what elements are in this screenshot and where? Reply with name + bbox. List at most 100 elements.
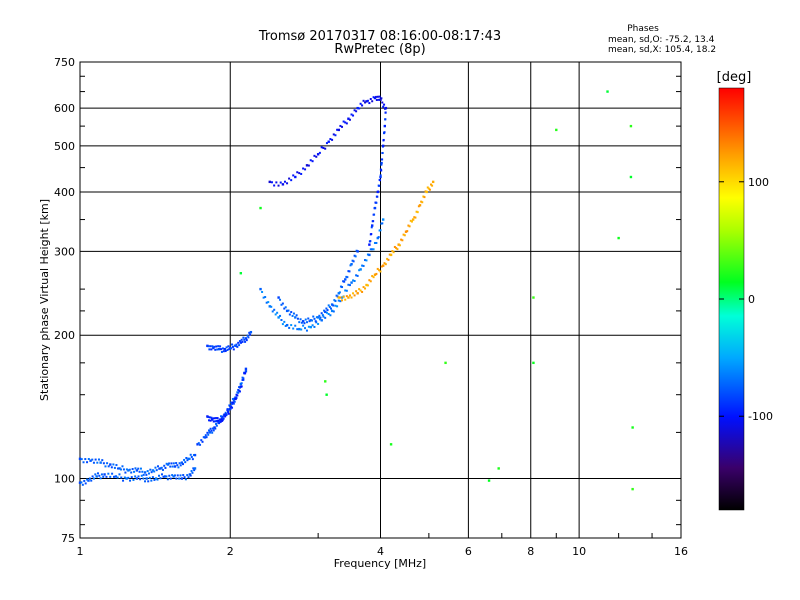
data-point (409, 219, 412, 222)
data-point (356, 274, 359, 277)
data-point (283, 307, 286, 310)
data-point (212, 429, 215, 432)
data-point (329, 307, 332, 310)
data-point (154, 477, 158, 480)
data-point (274, 313, 277, 316)
data-point (384, 118, 387, 121)
data-point (138, 470, 141, 473)
data-point (362, 99, 365, 102)
data-point (347, 283, 350, 286)
data-point (128, 468, 131, 471)
data-point (359, 289, 362, 292)
data-point (232, 399, 235, 402)
data-point (249, 330, 253, 334)
data-point (244, 340, 247, 343)
data-point (132, 478, 135, 481)
data-point (151, 476, 154, 479)
data-point (95, 475, 98, 478)
x-tick-label: 10 (572, 545, 586, 558)
data-point (96, 472, 99, 475)
data-point (226, 348, 229, 351)
data-point (112, 475, 115, 478)
data-point (175, 477, 178, 480)
data-point (532, 361, 535, 365)
data-point (127, 469, 130, 472)
data-point (303, 322, 306, 325)
data-point (208, 416, 211, 419)
data-point (173, 474, 176, 477)
data-point (129, 479, 132, 482)
data-point (215, 419, 219, 423)
data-point (161, 468, 164, 471)
data-point (150, 479, 153, 482)
data-point (365, 100, 368, 103)
data-point (248, 331, 251, 334)
data-point (324, 310, 327, 314)
data-point (92, 461, 95, 464)
y-tick-label: 500 (54, 140, 75, 153)
data-point (347, 117, 350, 120)
data-point (176, 464, 179, 467)
data-point (372, 220, 375, 223)
x-axis-ticks: 1 2 4 6 8 10 16 (77, 533, 688, 558)
data-point (125, 468, 128, 471)
data-point (219, 419, 222, 422)
data-point (358, 288, 361, 291)
data-point (209, 419, 212, 422)
data-point (341, 125, 344, 128)
data-point (355, 110, 358, 113)
data-point (148, 476, 151, 479)
data-point (231, 345, 234, 348)
data-point (337, 296, 341, 299)
data-point (416, 211, 419, 214)
data-point (372, 96, 375, 99)
data-point (298, 327, 301, 331)
data-point (229, 407, 232, 411)
data-point (154, 466, 157, 469)
data-point (381, 151, 384, 154)
data-point (281, 302, 284, 305)
data-point (190, 455, 193, 458)
data-point (353, 254, 356, 257)
data-point (395, 247, 398, 250)
data-point (279, 181, 282, 184)
data-point (96, 461, 99, 464)
data-point (298, 321, 301, 324)
y-tick-label: 600 (54, 102, 75, 115)
data-point (211, 427, 214, 430)
data-point (320, 146, 323, 149)
colorbar-label: [deg] (717, 70, 752, 85)
data-point (191, 471, 194, 474)
data-point (90, 479, 93, 482)
data-point (217, 345, 220, 348)
data-point (166, 463, 170, 466)
data-point (295, 314, 298, 317)
data-point (304, 327, 307, 330)
data-point (386, 257, 389, 260)
data-point (406, 230, 409, 233)
data-point (294, 316, 297, 319)
series-upper-echo-trace (268, 95, 388, 187)
data-point (326, 309, 329, 312)
data-point (215, 424, 218, 427)
x-tick-label: 16 (674, 545, 688, 558)
data-point (292, 327, 295, 330)
data-point (313, 325, 316, 328)
data-point (401, 239, 404, 242)
data-point (334, 300, 337, 303)
stats-header: Phases (627, 24, 659, 34)
data-point (300, 321, 303, 324)
data-point (344, 278, 347, 281)
data-point (171, 474, 174, 477)
data-point (291, 314, 294, 317)
data-point (147, 480, 150, 483)
data-point (277, 184, 280, 187)
data-point (127, 476, 130, 479)
data-point (86, 478, 89, 481)
data-point (281, 183, 285, 186)
data-point (369, 280, 372, 283)
data-point (170, 462, 173, 465)
data-point (387, 258, 390, 261)
data-point (222, 350, 225, 353)
data-point (116, 467, 119, 470)
